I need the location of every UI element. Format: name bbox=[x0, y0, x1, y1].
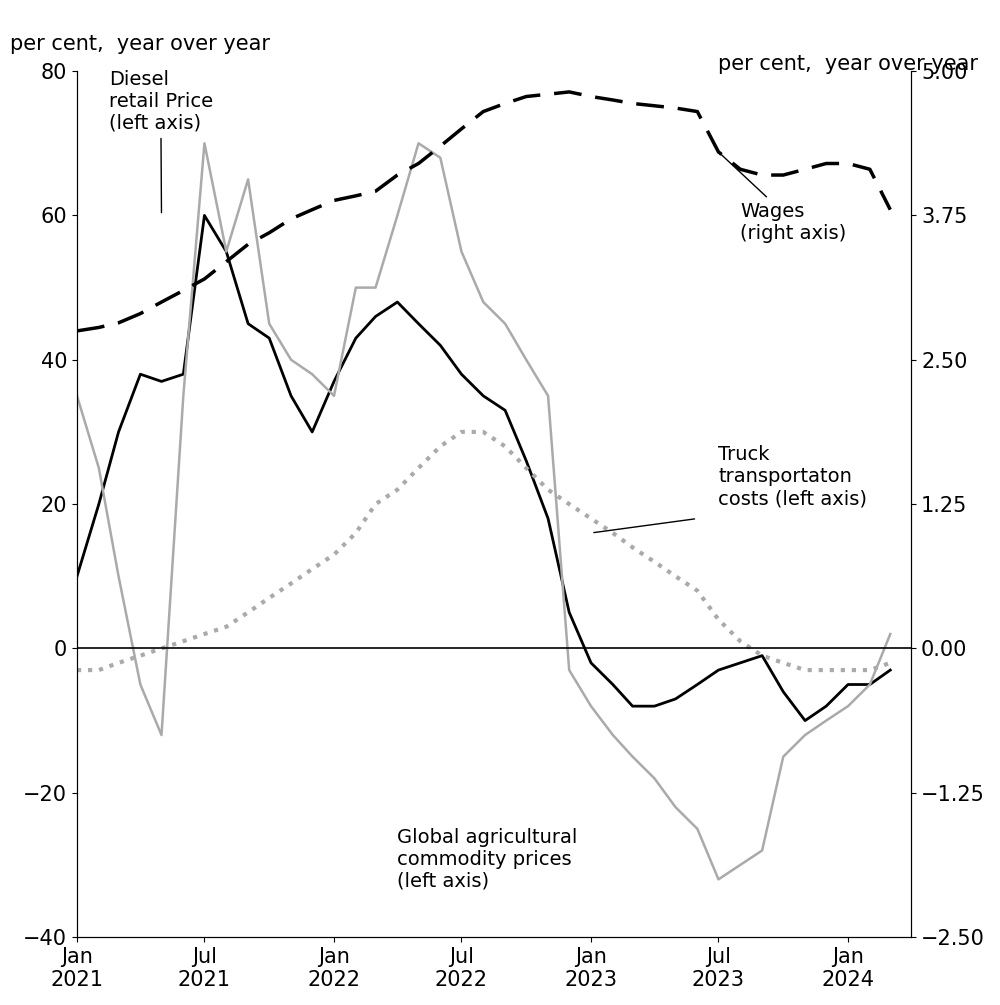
Text: Global agricultural
commodity prices
(left axis): Global agricultural commodity prices (le… bbox=[397, 827, 578, 890]
Y-axis label: per cent,  year over year: per cent, year over year bbox=[718, 54, 978, 73]
Text: Truck
transportaton
costs (left axis): Truck transportaton costs (left axis) bbox=[718, 445, 867, 509]
Text: Diesel
retail Price
(left axis): Diesel retail Price (left axis) bbox=[109, 70, 213, 213]
Y-axis label: per cent,  year over year: per cent, year over year bbox=[10, 34, 270, 54]
Text: Wages
(right axis): Wages (right axis) bbox=[720, 154, 847, 242]
